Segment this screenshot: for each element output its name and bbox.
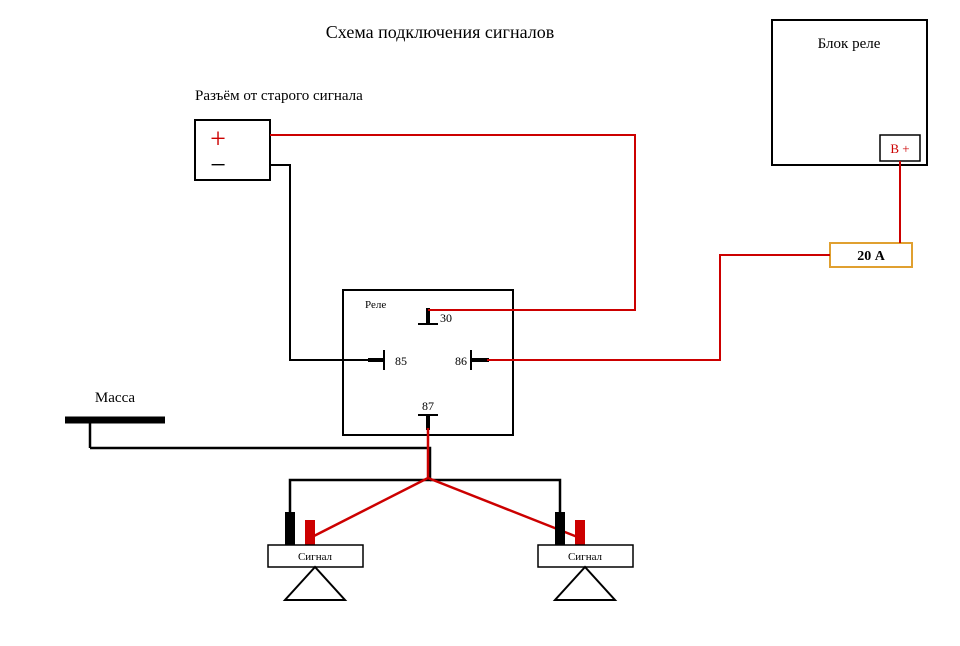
wire: [430, 480, 560, 538]
relay-block-label: Блок реле: [818, 36, 881, 52]
pin86-label: 86: [455, 354, 467, 368]
horn-right: Сигнал: [538, 512, 633, 600]
wire: [270, 135, 635, 310]
old-connector-label: Разъём от старого сигнала: [195, 88, 363, 104]
wire: [310, 428, 428, 538]
horn-left-label: Сигнал: [298, 551, 333, 563]
pin87-label: 87: [422, 399, 434, 413]
wire: [90, 448, 430, 538]
wires: [90, 135, 900, 538]
pin85-label: 85: [395, 354, 407, 368]
horn-right-label: Сигнал: [568, 551, 603, 563]
relay: Реле 30 85 86 87: [343, 290, 513, 435]
wire: [270, 165, 370, 360]
diagram-title: Схема подключения сигналов: [326, 22, 554, 42]
fuse: 20 А: [830, 243, 912, 267]
minus-symbol: −: [210, 150, 226, 181]
wire: [487, 255, 830, 360]
ground: Масса: [65, 390, 165, 448]
pin30-label: 30: [440, 311, 452, 325]
fuse-label: 20 А: [857, 249, 886, 264]
relay-block: Блок реле B +: [772, 20, 927, 165]
relay-label: Реле: [365, 299, 386, 311]
ground-label: Масса: [95, 390, 135, 406]
b-plus-label: B +: [890, 141, 909, 156]
horn-left: Сигнал: [268, 512, 363, 600]
